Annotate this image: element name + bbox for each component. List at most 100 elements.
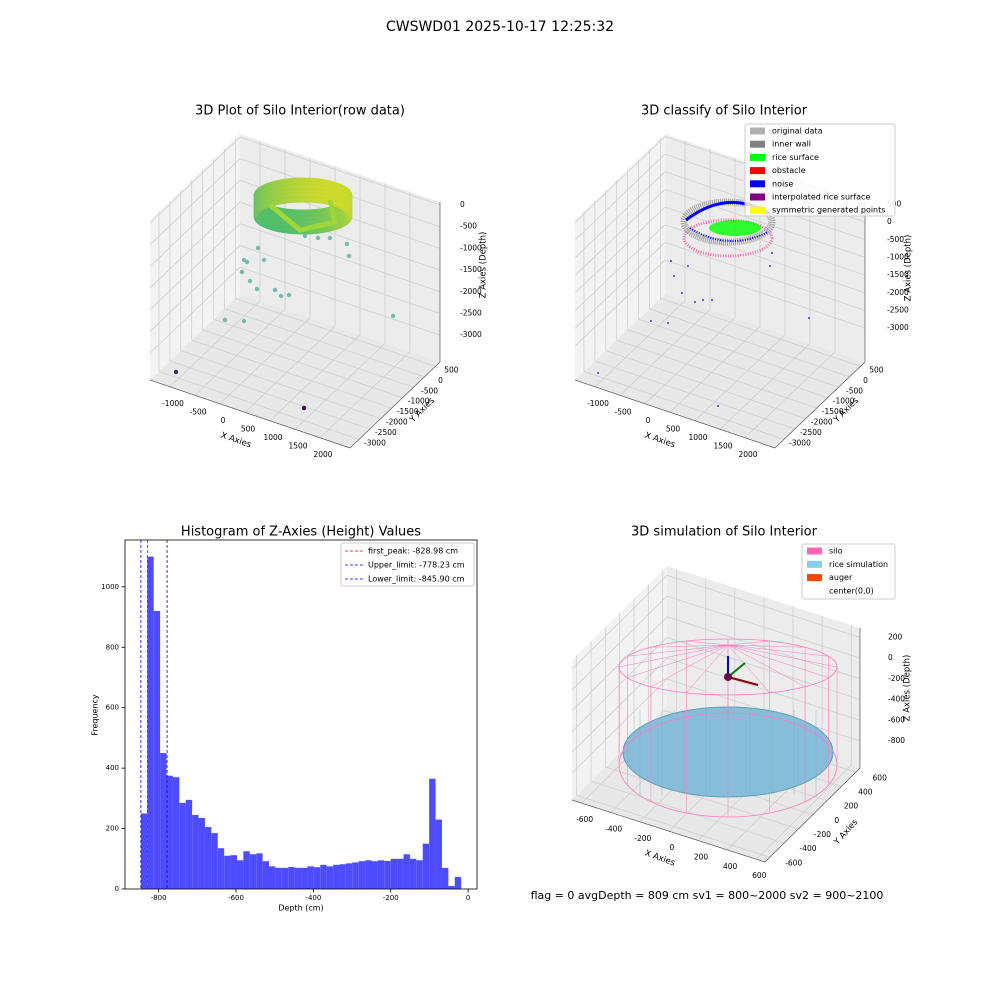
grid-line [666, 574, 861, 638]
bar [345, 863, 353, 889]
grid-line [224, 308, 425, 378]
y-tick-label: 0 [863, 376, 868, 385]
x-tick-label: 1000 [263, 433, 282, 442]
grid-line [574, 242, 666, 329]
y-tick-label: 200 [106, 825, 119, 833]
x-tick-label: 500 [666, 424, 681, 433]
grid-line [664, 242, 866, 311]
y-tick-label: -500 [421, 386, 438, 395]
bar [192, 814, 199, 889]
legend-swatch [750, 127, 765, 135]
legend-swatch [750, 206, 765, 214]
point [239, 269, 245, 275]
x-tick-label: 600 [752, 871, 767, 880]
grid-line [571, 575, 668, 670]
bar [448, 885, 455, 889]
y-tick-label: -1500 [822, 407, 844, 416]
point [255, 245, 261, 251]
bar [435, 819, 442, 889]
legend-swatch [807, 547, 822, 555]
bar [140, 813, 148, 889]
z-tick-label: -3000 [460, 330, 482, 339]
bar [147, 556, 154, 889]
bar [333, 864, 340, 889]
chart-title: 3D simulation of Silo Interior [631, 525, 818, 540]
point [390, 313, 396, 319]
legend-swatch [750, 140, 765, 148]
legend-label: silo [829, 547, 843, 556]
y-tick-label: 600 [106, 704, 119, 712]
bar [320, 864, 327, 889]
bar [185, 799, 193, 889]
point [247, 278, 253, 284]
point [244, 259, 250, 265]
point [261, 257, 267, 263]
noise-arc [689, 227, 769, 242]
silo-wire [727, 644, 806, 648]
chart-title: 3D Plot of Silo Interior(row data) [195, 104, 405, 119]
point [327, 235, 333, 241]
axis-line [349, 361, 441, 449]
grid-line [619, 309, 711, 396]
point [771, 252, 773, 254]
z-tick-label: -2500 [887, 305, 909, 314]
bar [243, 851, 250, 889]
grid-line [149, 245, 241, 332]
bar [307, 866, 314, 889]
bar [230, 855, 237, 889]
point [667, 322, 669, 324]
grid-line [594, 300, 686, 388]
grid-line [149, 266, 241, 354]
silo-wire [618, 644, 729, 668]
z-tick-label: -1000 [460, 243, 482, 252]
legend-label: Lower_limit: -845.90 cm [368, 575, 465, 584]
z-tick-label: -800 [888, 736, 905, 745]
point [301, 405, 307, 411]
point [344, 241, 350, 247]
point [702, 299, 704, 301]
grid-line [590, 780, 785, 844]
grid-line [616, 339, 817, 409]
grid-line [574, 136, 666, 223]
annotation: flag = 0 avgDepth = 809 cm sv1 = 800~200… [531, 889, 884, 902]
legend-swatch [750, 153, 765, 161]
grid-line [605, 350, 806, 419]
grid-line [269, 334, 361, 422]
point [717, 405, 719, 407]
legend-swatch [750, 180, 765, 188]
grid-line [605, 766, 799, 830]
grid-line [149, 201, 241, 289]
plot-frame [124, 539, 478, 890]
point [302, 233, 308, 239]
legend-box [801, 543, 896, 600]
grid-line [239, 266, 441, 336]
bar [172, 777, 180, 889]
axis-line [764, 767, 861, 863]
bar [365, 860, 372, 889]
point [808, 317, 810, 319]
silo-wire [650, 644, 729, 648]
y-tick-label: -1000 [833, 397, 855, 406]
grid-line [583, 371, 785, 440]
y-tick-label: -2500 [375, 428, 397, 437]
x-tick-label: -600 [228, 894, 244, 902]
grid-line [660, 298, 861, 367]
legend-label: Upper_limit: -778.23 cm [368, 561, 465, 570]
grid-line [574, 259, 666, 347]
grid-line [638, 318, 839, 388]
z-tick-label: 200 [888, 632, 903, 641]
point [241, 318, 247, 324]
point [687, 265, 689, 267]
y-tick-label: -2000 [386, 418, 408, 427]
grid-line [574, 206, 666, 294]
z-axis-label: Z Axies (Depth) [479, 232, 489, 299]
bar [275, 867, 282, 889]
grid-line [664, 189, 866, 258]
point [346, 253, 352, 259]
bar [153, 611, 161, 889]
legend-label: first_peak: -828.98 cm [368, 547, 458, 556]
grid-line [202, 329, 403, 399]
bar [160, 753, 167, 889]
legend-label: inner wall [772, 140, 811, 149]
point [278, 293, 284, 299]
